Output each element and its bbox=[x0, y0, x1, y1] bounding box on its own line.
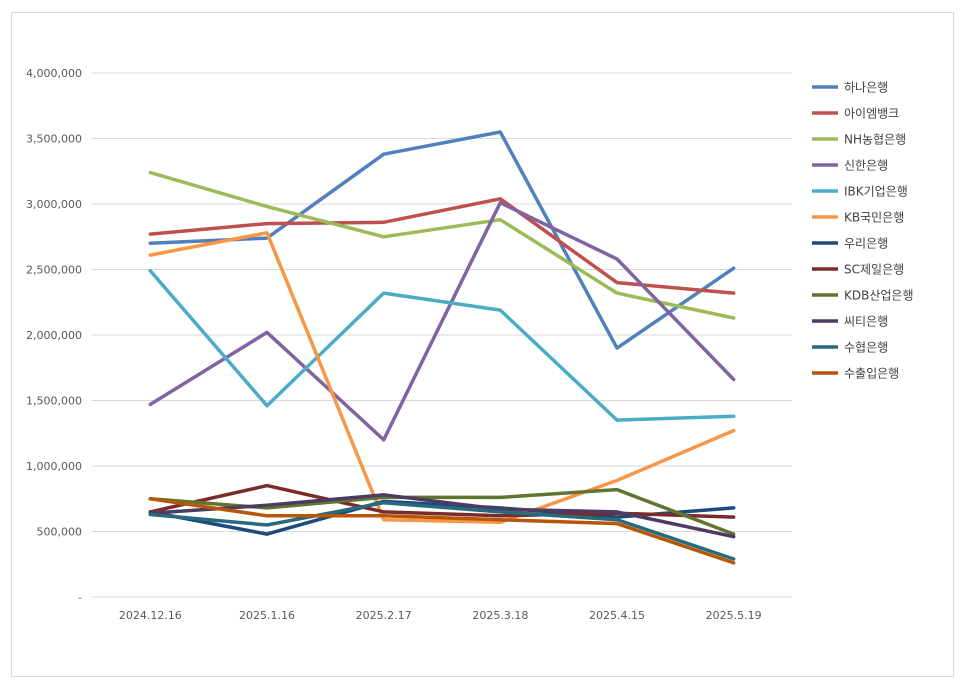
series-line bbox=[148, 231, 736, 525]
series-line bbox=[148, 497, 736, 565]
y-tick-label: 1,000,000 bbox=[26, 460, 82, 473]
legend-label: SC제일은행 bbox=[844, 262, 904, 277]
legend-label: KB국민은행 bbox=[844, 210, 904, 225]
y-tick-label: 3,500,000 bbox=[26, 133, 82, 146]
series-lines bbox=[148, 130, 736, 565]
legend-label: 씨티은행 bbox=[844, 314, 888, 329]
x-tick-label: 2025.5.19 bbox=[706, 609, 762, 622]
series-line bbox=[148, 500, 736, 561]
y-tick-label: 4,000,000 bbox=[26, 67, 82, 80]
legend-label: 수협은행 bbox=[844, 340, 888, 355]
series-line bbox=[148, 130, 736, 350]
grid-lines bbox=[92, 72, 792, 598]
y-tick-label: - bbox=[78, 591, 82, 604]
y-tick-label: 2,000,000 bbox=[26, 329, 82, 342]
legend-label: 하나은행 bbox=[844, 80, 888, 95]
legend-label: 우리은행 bbox=[844, 236, 888, 251]
y-tick-label: 3,000,000 bbox=[26, 198, 82, 211]
x-tick-label: 2025.2.17 bbox=[356, 609, 412, 622]
legend-label: IBK기업은행 bbox=[844, 184, 908, 199]
legend-label: NH농협은행 bbox=[844, 132, 906, 147]
y-tick-label: 500,000 bbox=[37, 526, 83, 539]
legend-label: 수출입은행 bbox=[844, 366, 899, 381]
series-line bbox=[148, 200, 736, 442]
series-line bbox=[148, 170, 736, 320]
legend-label: 신한은행 bbox=[844, 158, 888, 173]
series-line bbox=[148, 493, 736, 539]
legend-label: 아이엠뱅크 bbox=[844, 107, 899, 121]
y-axis-ticks: - 500,000 1,000,000 1,500,000 2,000,000 2,500… bbox=[26, 67, 82, 604]
chart-frame bbox=[11, 12, 954, 677]
y-tick-label: 2,500,000 bbox=[26, 264, 82, 277]
series-line bbox=[148, 483, 736, 519]
x-tick-label: 2025.3.18 bbox=[472, 609, 528, 622]
y-tick-label: 1,500,000 bbox=[26, 395, 82, 408]
x-tick-label: 2024.12.16 bbox=[119, 609, 182, 622]
series-line bbox=[148, 197, 736, 295]
x-axis-ticks: 2024.12.16 2025.1.16 2025.2.17 2025.3.18 202… bbox=[119, 609, 762, 622]
x-tick-label: 2025.1.16 bbox=[239, 609, 295, 622]
legend-label: KDB산업은행 bbox=[844, 288, 914, 303]
series-line bbox=[148, 269, 736, 422]
x-tick-label: 2025.4.15 bbox=[589, 609, 645, 622]
